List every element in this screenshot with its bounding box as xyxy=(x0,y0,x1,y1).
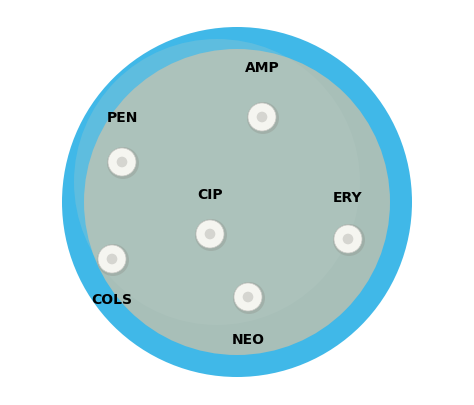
Circle shape xyxy=(117,157,128,168)
Circle shape xyxy=(107,148,139,179)
Circle shape xyxy=(196,220,224,248)
Circle shape xyxy=(334,226,362,254)
Circle shape xyxy=(74,40,360,325)
Text: ERY: ERY xyxy=(333,190,363,205)
Circle shape xyxy=(257,113,267,123)
Text: AMP: AMP xyxy=(245,61,279,75)
Circle shape xyxy=(333,224,365,256)
Circle shape xyxy=(97,244,129,276)
Text: CIP: CIP xyxy=(197,188,223,202)
Circle shape xyxy=(247,103,279,135)
Circle shape xyxy=(248,104,276,132)
Circle shape xyxy=(343,234,353,245)
Text: NEO: NEO xyxy=(231,332,264,346)
Circle shape xyxy=(233,282,265,314)
Text: PEN: PEN xyxy=(106,111,137,125)
Circle shape xyxy=(195,220,227,252)
Text: COLS: COLS xyxy=(91,292,133,306)
Circle shape xyxy=(243,292,253,303)
Circle shape xyxy=(205,229,215,240)
Circle shape xyxy=(107,254,118,264)
Circle shape xyxy=(108,149,136,177)
Circle shape xyxy=(234,284,262,311)
Circle shape xyxy=(62,28,412,377)
Circle shape xyxy=(84,50,390,355)
Circle shape xyxy=(98,245,126,273)
